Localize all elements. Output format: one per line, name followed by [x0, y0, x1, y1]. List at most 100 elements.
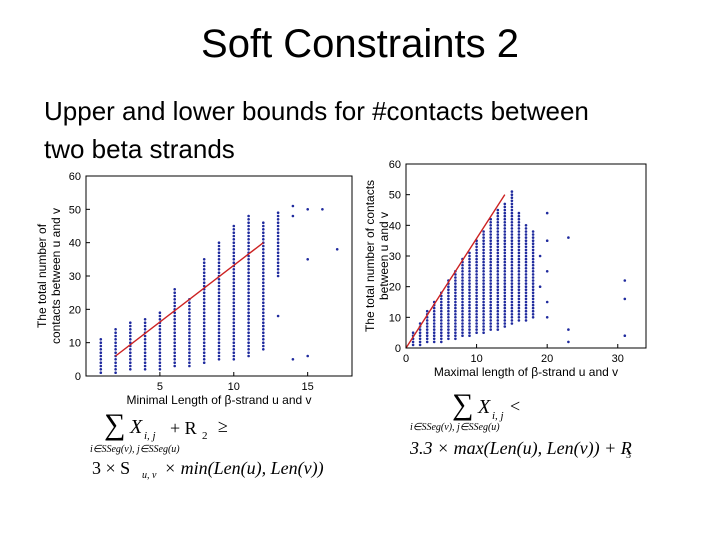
data-point — [202, 274, 206, 278]
data-point — [129, 364, 132, 368]
data-point — [503, 208, 507, 212]
y-tick-label: 40 — [389, 220, 401, 232]
data-point — [468, 276, 471, 279]
formula-relation: ≥ — [218, 416, 228, 436]
data-point — [496, 322, 500, 325]
data-point — [262, 258, 265, 261]
data-point — [510, 300, 514, 304]
data-point — [247, 278, 250, 281]
data-point — [247, 264, 250, 268]
data-point — [489, 260, 492, 264]
data-point — [99, 338, 103, 341]
data-point — [188, 351, 191, 354]
data-point — [432, 337, 436, 341]
data-point — [461, 316, 464, 319]
data-point — [461, 300, 464, 304]
data-point — [468, 316, 471, 319]
data-point — [440, 337, 443, 341]
data-point — [496, 257, 500, 261]
data-point — [217, 358, 221, 361]
data-point — [217, 258, 221, 261]
y-tick-label: 30 — [69, 271, 81, 283]
y-axis-label-line-1: The total number of contacts — [363, 180, 377, 332]
data-point — [531, 291, 535, 295]
data-point — [188, 328, 191, 331]
data-point — [262, 284, 265, 288]
data-point — [482, 270, 485, 273]
data-point — [524, 294, 528, 298]
data-point — [232, 268, 236, 271]
data-point — [247, 334, 250, 338]
data-point — [217, 288, 221, 291]
data-point — [114, 368, 117, 371]
data-point — [496, 227, 500, 230]
data-point — [447, 319, 450, 322]
data-point — [489, 316, 492, 319]
data-point — [232, 278, 236, 281]
data-point — [188, 364, 191, 368]
data-point — [489, 306, 492, 310]
data-point — [517, 245, 521, 249]
data-point — [503, 325, 507, 328]
data-point — [202, 324, 206, 328]
data-point — [510, 227, 514, 230]
data-point — [447, 285, 450, 288]
data-point — [232, 231, 236, 234]
data-point — [217, 354, 221, 358]
data-point — [524, 316, 528, 319]
data-point — [461, 288, 464, 291]
data-point — [335, 248, 339, 251]
data-point — [503, 242, 507, 245]
data-point — [461, 319, 464, 322]
data-point — [202, 351, 206, 354]
data-point — [468, 294, 471, 298]
data-point — [531, 254, 535, 258]
data-point — [217, 331, 221, 334]
data-point — [503, 221, 507, 224]
data-point — [202, 341, 206, 344]
data-point — [461, 270, 464, 273]
data-point — [524, 288, 528, 291]
data-point — [440, 331, 443, 334]
y-tick-label: 50 — [69, 204, 81, 216]
scatter-marks — [99, 204, 339, 374]
data-point — [503, 294, 507, 298]
data-point — [247, 348, 250, 351]
data-point — [232, 224, 236, 228]
data-point — [232, 248, 236, 251]
data-point — [232, 314, 236, 318]
data-point — [531, 273, 535, 276]
data-point — [489, 285, 492, 288]
data-point — [524, 300, 528, 304]
data-point — [411, 343, 415, 347]
data-point — [276, 231, 280, 234]
data-point — [440, 306, 443, 310]
data-point — [454, 313, 457, 316]
data-point — [232, 328, 236, 331]
data-point — [202, 361, 206, 364]
data-point — [247, 294, 250, 298]
data-point — [99, 361, 103, 364]
data-point — [482, 254, 485, 258]
data-point — [538, 285, 542, 288]
x-tick-label: 30 — [612, 353, 624, 365]
data-point — [291, 214, 295, 218]
data-point — [173, 364, 176, 368]
data-point — [202, 301, 206, 304]
data-point — [262, 348, 265, 351]
data-point — [524, 263, 528, 267]
data-point — [510, 279, 514, 282]
data-point — [461, 328, 464, 331]
data-point — [232, 244, 236, 248]
data-point — [143, 324, 147, 328]
data-point — [247, 221, 250, 224]
data-point — [276, 274, 280, 278]
data-point — [232, 281, 236, 284]
data-point — [517, 273, 521, 276]
data-point — [468, 251, 471, 255]
data-point — [461, 306, 464, 310]
data-point — [202, 358, 206, 361]
x-tick-label: 10 — [470, 353, 482, 365]
data-point — [496, 221, 500, 224]
data-point — [143, 354, 147, 358]
